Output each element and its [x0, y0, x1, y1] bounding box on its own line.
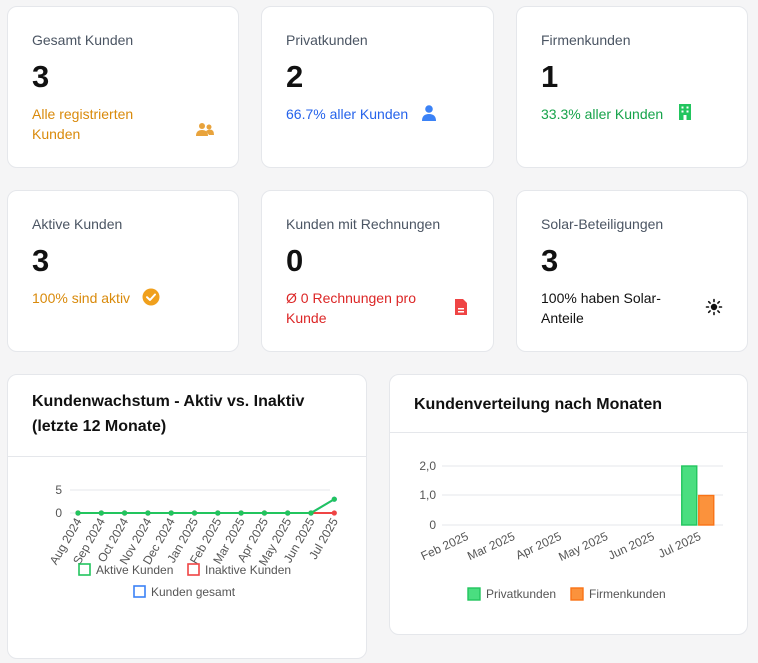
stat-label: Solar-Beteiligungen — [541, 216, 664, 232]
data-point — [261, 510, 267, 516]
legend-label[interactable]: Privatkunden — [486, 587, 556, 601]
stat-subtext: 33.3% aller Kunden — [541, 106, 664, 122]
data-point — [191, 510, 198, 516]
chart-divider — [8, 456, 366, 457]
chart-divider — [390, 432, 747, 433]
data-point — [168, 510, 174, 516]
chart-title: Kundenwachstum - Aktiv vs. Inaktiv (letz… — [32, 393, 305, 435]
data-point — [98, 510, 104, 516]
stat-value: 3 — [32, 59, 50, 94]
y-tick-label: 2,0 — [419, 459, 436, 473]
x-tick-label: Jul 2025 — [656, 529, 703, 561]
legend-swatch-inactive — [187, 563, 200, 576]
stat-value: 2 — [286, 59, 304, 94]
data-point — [331, 496, 337, 502]
bar-company — [698, 494, 715, 526]
bar-private — [681, 465, 698, 526]
data-point — [215, 510, 221, 516]
data-point — [122, 510, 128, 516]
check-circle-icon — [142, 288, 160, 306]
stat-card-private: Privatkunden 2 66.7% aller Kunden — [261, 6, 494, 168]
x-tick-label: May 2025 — [556, 529, 610, 564]
stat-card-company: Firmenkunden 1 33.3% aller Kunden — [516, 6, 748, 168]
legend-swatch-total — [133, 585, 146, 598]
building-icon — [679, 104, 691, 120]
stat-subtext: 100% haben Solar-Anteile — [541, 290, 661, 326]
stat-card-solar: Solar-Beteiligungen 3 100% haben Solar-A… — [516, 190, 748, 352]
user-icon — [422, 105, 436, 121]
users-icon — [196, 123, 214, 136]
legend-label[interactable]: Inaktive Kunden — [205, 563, 291, 577]
stat-label: Aktive Kunden — [32, 216, 123, 232]
distribution-chart-card: Kundenverteilung nach Monaten 2,0 1,0 0 … — [389, 374, 748, 635]
stat-card-total: Gesamt Kunden 3 Alle registrierten Kunde… — [7, 6, 239, 168]
legend-swatch-company — [570, 587, 584, 601]
stat-value: 3 — [32, 243, 50, 278]
stat-subtext: Alle registrierten Kunden — [32, 106, 134, 142]
data-point — [285, 510, 291, 516]
stat-card-invoices: Kunden mit Rechnungen 0 Ø 0 Rechnungen p… — [261, 190, 494, 352]
chart-title: Kundenverteilung nach Monaten — [414, 396, 663, 413]
data-point — [75, 510, 81, 516]
stat-label: Kunden mit Rechnungen — [286, 216, 441, 232]
stat-value: 3 — [541, 243, 559, 278]
series-line-0 — [78, 498, 335, 514]
growth-chart-card: Kundenwachstum - Aktiv vs. Inaktiv (letz… — [7, 374, 367, 659]
legend-swatch-active — [78, 563, 91, 576]
stat-label: Firmenkunden — [541, 32, 631, 48]
y-tick-label: 1,0 — [419, 488, 436, 502]
data-point — [238, 510, 244, 516]
x-tick-label: Apr 2025 — [513, 529, 563, 562]
stat-label: Gesamt Kunden — [32, 32, 134, 48]
data-point — [145, 510, 151, 516]
y-tick-label: 5 — [55, 483, 62, 497]
y-tick-label: 0 — [429, 518, 436, 532]
x-tick-label: Feb 2025 — [419, 529, 471, 563]
stat-label: Privatkunden — [286, 32, 368, 48]
sun-icon — [705, 298, 723, 316]
legend-label[interactable]: Firmenkunden — [589, 587, 666, 601]
legend-swatch-private — [467, 587, 481, 601]
stat-card-active: Aktive Kunden 3 100% sind aktiv — [7, 190, 239, 352]
stat-value: 1 — [541, 59, 559, 94]
series-line-2 — [78, 498, 335, 514]
legend-label[interactable]: Aktive Kunden — [96, 563, 173, 577]
y-tick-label: 0 — [55, 506, 62, 520]
x-tick-label: Jun 2025 — [606, 529, 657, 563]
stat-value: 0 — [286, 243, 304, 278]
stat-subtext: 66.7% aller Kunden — [286, 106, 409, 122]
x-tick-label: Mar 2025 — [465, 529, 517, 563]
data-point — [331, 510, 337, 516]
stat-subtext: 100% sind aktiv — [32, 290, 131, 306]
legend-label[interactable]: Kunden gesamt — [151, 585, 236, 599]
data-point — [308, 510, 314, 516]
stat-subtext: Ø 0 Rechnungen pro Kunde — [286, 290, 416, 326]
invoice-icon — [455, 299, 467, 315]
